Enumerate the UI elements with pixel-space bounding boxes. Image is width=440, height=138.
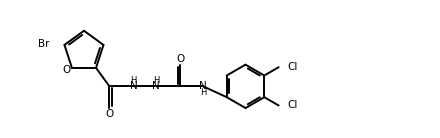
- Text: N: N: [130, 81, 137, 91]
- Text: Cl: Cl: [287, 100, 298, 110]
- Text: H: H: [153, 76, 160, 85]
- Text: O: O: [176, 54, 184, 64]
- Text: H: H: [200, 88, 206, 97]
- Text: Cl: Cl: [287, 62, 298, 72]
- Text: O: O: [62, 65, 71, 75]
- Text: N: N: [153, 81, 160, 91]
- Text: N: N: [199, 81, 207, 91]
- Text: H: H: [130, 76, 137, 85]
- Text: Br: Br: [38, 39, 49, 49]
- Text: O: O: [105, 109, 114, 119]
